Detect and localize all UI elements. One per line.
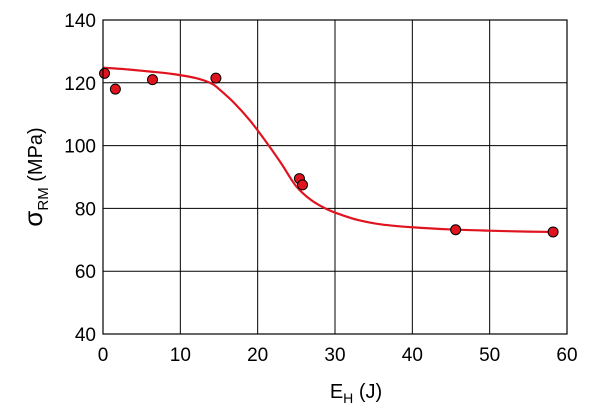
data-point (297, 179, 309, 191)
plot-area-frame (102, 19, 568, 335)
fit-curve-group (102, 66, 552, 234)
data-point (109, 83, 121, 95)
x-axis-title: EH (J) (330, 381, 382, 406)
x-axis-tick-labels: 0 10 20 30 40 50 60 (98, 345, 578, 366)
data-points-group (99, 67, 559, 238)
y-tick-label: 140 (64, 11, 96, 32)
x-tick-label: 10 (170, 345, 191, 366)
x-tick-label: 60 (556, 345, 577, 366)
x-tick-label: 0 (98, 345, 109, 366)
data-point (210, 72, 222, 84)
data-point (547, 226, 559, 238)
y-tick-label: 60 (75, 262, 96, 283)
x-tick-label: 40 (402, 345, 423, 366)
y-tick-label: 40 (75, 325, 96, 346)
grid-lines (102, 19, 568, 335)
x-tick-label: 50 (479, 345, 500, 366)
fit-curve (102, 66, 552, 234)
y-axis-tick-labels: 40 60 80 100 120 140 (64, 11, 96, 346)
data-point (99, 67, 111, 79)
data-point (146, 74, 158, 86)
x-tick-label: 20 (247, 345, 268, 366)
y-tick-label: 100 (64, 137, 96, 158)
x-tick-label: 30 (324, 345, 345, 366)
y-axis-title: σRM (MPa) (18, 127, 52, 226)
y-tick-label: 80 (75, 199, 96, 220)
y-tick-label: 120 (64, 74, 96, 95)
data-point (450, 224, 462, 236)
